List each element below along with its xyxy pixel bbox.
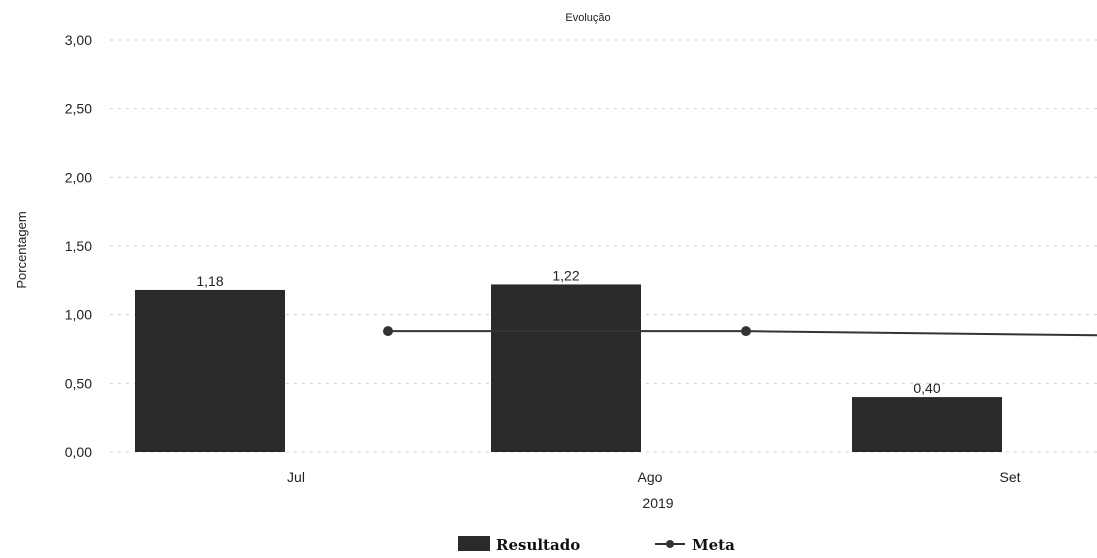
legend: Resultado Meta	[458, 536, 735, 554]
legend-swatch-meta-marker	[666, 540, 674, 548]
chart-title: Evolução	[565, 12, 610, 24]
x-tick-label: Set	[999, 469, 1020, 485]
bar-value-label: 1,18	[196, 273, 223, 289]
bar-value-label: 0,40	[913, 380, 940, 396]
bars: 1,18 1,22 0,40	[135, 267, 1002, 452]
x-axis-ticks: Jul Ago Set	[287, 469, 1021, 485]
x-axis-title: 2019	[642, 495, 673, 511]
y-tick-label: 2,00	[65, 169, 92, 185]
y-axis-ticks: 0,00 0,50 1,00 1,50 2,00 2,50 3,00	[65, 32, 92, 460]
x-tick-label: Jul	[287, 469, 305, 485]
legend-label-meta: Meta	[692, 536, 735, 554]
bar-ago	[491, 284, 641, 452]
y-tick-label: 0,00	[65, 444, 92, 460]
y-tick-label: 1,50	[65, 238, 92, 254]
meta-point	[383, 326, 393, 337]
y-tick-label: 1,00	[65, 307, 92, 323]
bar-set	[852, 397, 1002, 452]
y-tick-label: 2,50	[65, 101, 92, 117]
y-tick-label: 3,00	[65, 32, 92, 48]
meta-line	[383, 326, 1097, 337]
bar-jul	[135, 289, 285, 452]
legend-swatch-resultado	[458, 536, 490, 551]
x-tick-label: Ago	[638, 469, 663, 485]
y-tick-label: 0,50	[65, 375, 92, 391]
y-axis-title: Porcentagem	[14, 211, 29, 288]
bar-value-label: 1,22	[552, 267, 579, 283]
meta-point	[741, 326, 751, 337]
legend-label-resultado: Resultado	[496, 536, 580, 554]
